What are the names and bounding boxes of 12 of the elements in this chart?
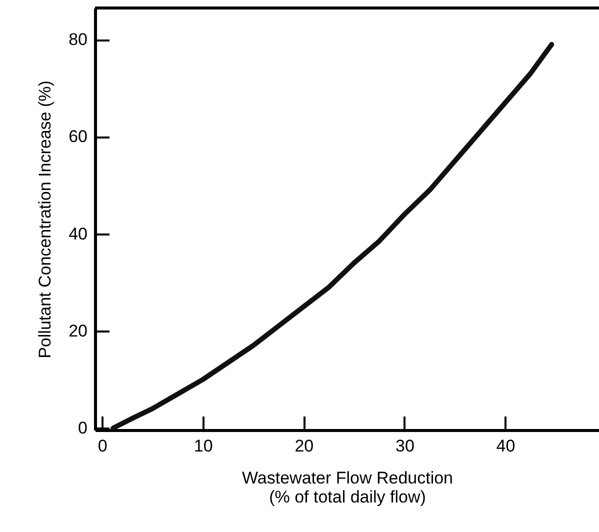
y-axis-title: Pollutant Concentration Increase (%) bbox=[36, 80, 55, 358]
x-tick-label: 0 bbox=[98, 436, 108, 456]
x-tick-label: 20 bbox=[294, 436, 314, 456]
y-tick-label: 20 bbox=[68, 321, 88, 340]
y-tick-label: 40 bbox=[68, 224, 88, 244]
x-tick-label: 10 bbox=[194, 436, 213, 456]
y-tick-label: 80 bbox=[68, 30, 88, 50]
x-axis-title: Wastewater Flow Reduction (% of total daily flow) bbox=[242, 468, 454, 506]
y-tick-label: 60 bbox=[68, 127, 88, 146]
y-tick-label: 0 bbox=[78, 418, 88, 438]
x-tick-label: 40 bbox=[496, 436, 516, 456]
x-tick-label: 30 bbox=[395, 436, 414, 456]
